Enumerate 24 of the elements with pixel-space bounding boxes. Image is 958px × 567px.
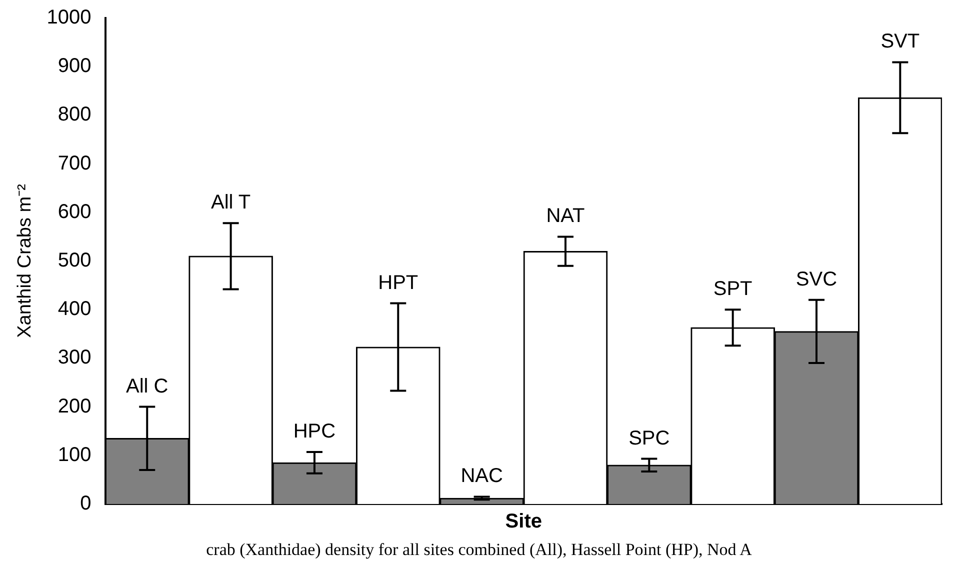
y-tick-label: 600 [58,200,92,223]
y-axis-title: Xanthid Crabs m⁻² [14,184,36,338]
y-tick-label: 100 [58,444,92,466]
x-tick-label: NAT [546,205,585,228]
y-tick-label: 300 [58,346,92,369]
x-tick-label: SVT [880,30,920,53]
y-tick-label: 800 [58,104,92,126]
y-tick-label: 200 [58,395,92,418]
y-tick-label: 900 [58,55,92,78]
y-tick-label: 700 [58,152,92,174]
x-tick-label: HPC [293,420,336,443]
text: crab (Xanthidae) density for all sites combined (All), Hassell Point (HP), Nod A [205,540,753,560]
x-axis-title: Site [505,510,542,533]
x-tick-label: SPC [628,427,670,450]
y-tick-label: 1000 [46,6,92,29]
x-tick-label: All T [210,192,251,214]
x-tick-label: SPT [713,278,752,300]
x-tick-label: HPT [378,272,418,294]
x-tick-label: All C [126,375,168,398]
y-tick-label: 500 [58,250,92,272]
x-tick-label: SVC [796,268,838,290]
x-tick-label: NAC [460,465,503,488]
y-tick-label: 400 [58,298,92,320]
y-tick-label: 0 [80,492,92,515]
